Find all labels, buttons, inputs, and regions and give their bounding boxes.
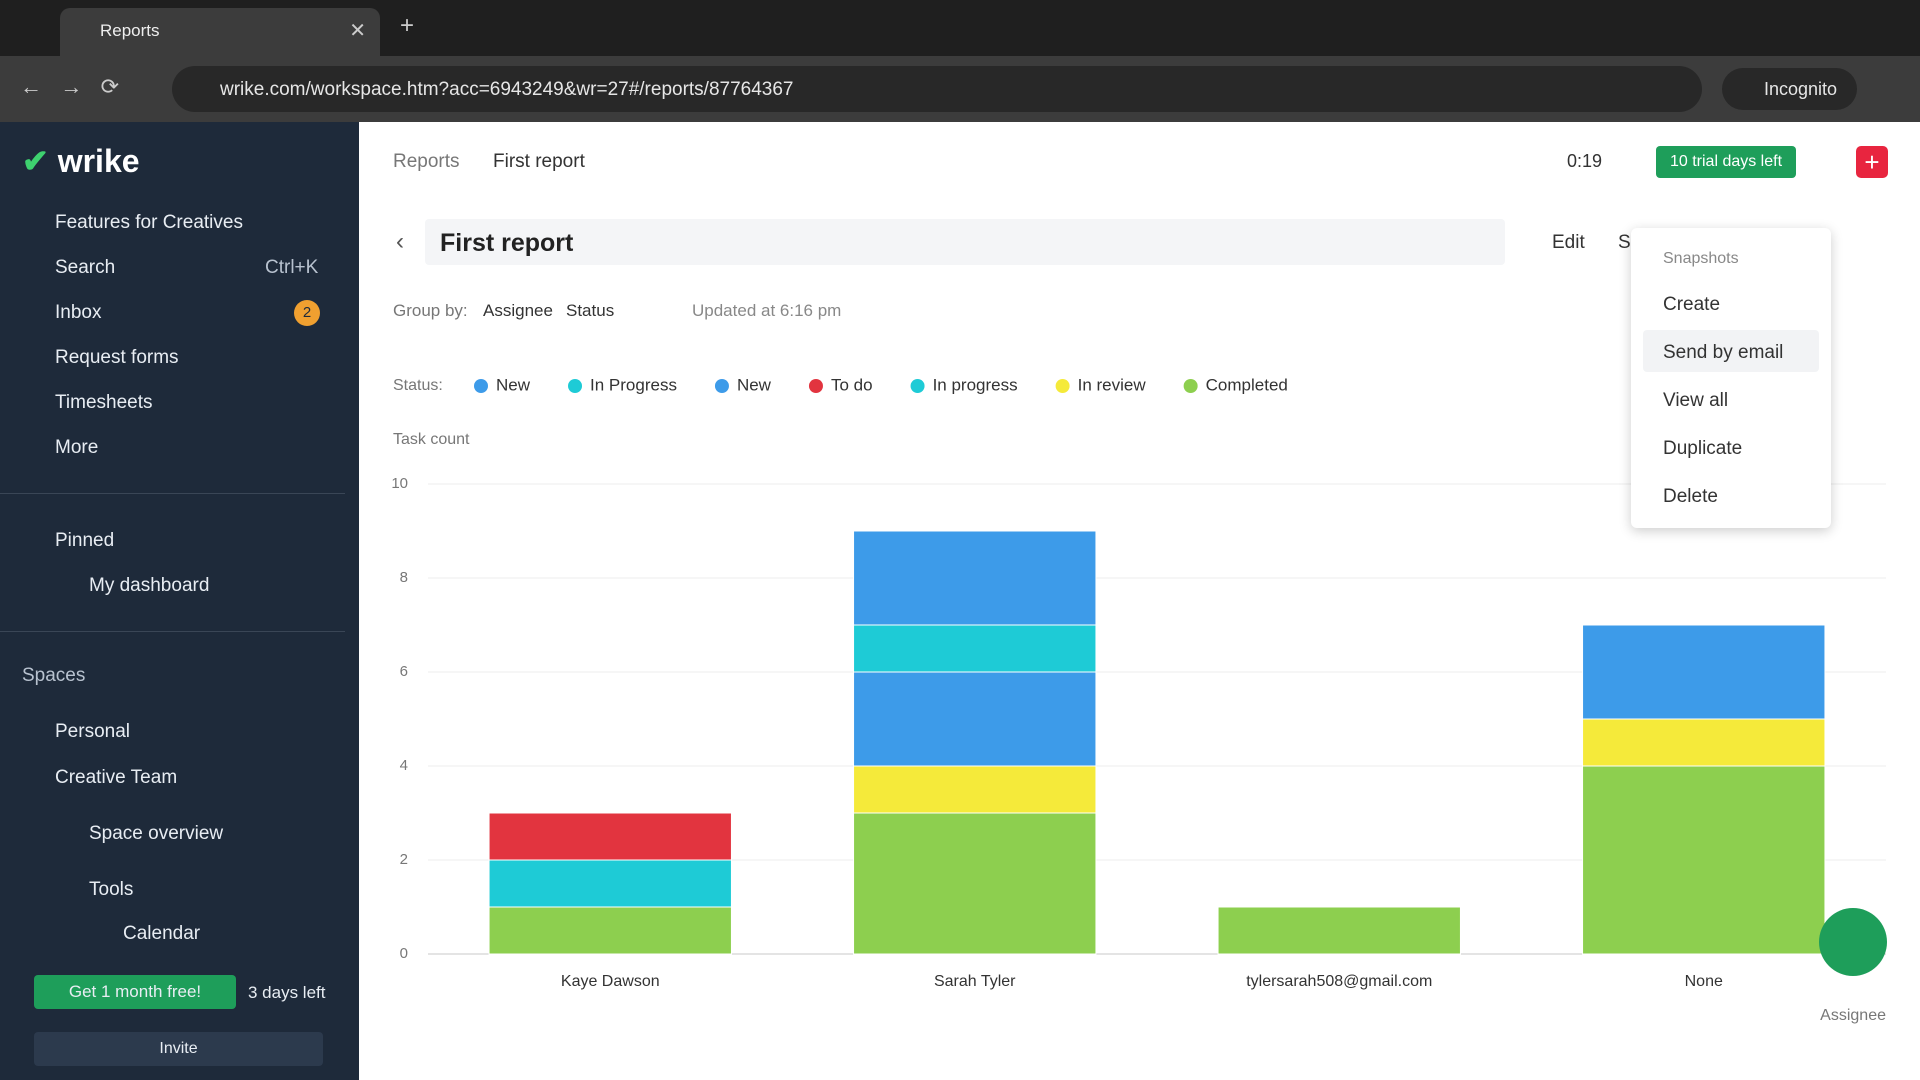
nav-item[interactable]: More bbox=[55, 437, 99, 458]
updated: Updated at 6:16 pm bbox=[692, 301, 842, 320]
y-tick-label: 10 bbox=[391, 475, 408, 492]
section-title[interactable]: Pinned bbox=[55, 530, 115, 551]
legend-swatch bbox=[1055, 379, 1070, 393]
menu-item[interactable]: Delete bbox=[1663, 486, 1718, 507]
menu-item[interactable]: Send by email bbox=[1663, 342, 1784, 363]
chat-button[interactable] bbox=[1819, 908, 1887, 976]
section-title: Spaces bbox=[22, 665, 86, 686]
tab[interactable]: Reports ✕ bbox=[60, 8, 380, 56]
bar-segment bbox=[853, 530, 1097, 626]
bar-segment bbox=[1582, 624, 1826, 720]
promo-button[interactable]: Get 1 month free! bbox=[34, 975, 236, 1009]
new-tab[interactable]: + bbox=[400, 12, 415, 39]
legend-label: New bbox=[496, 375, 531, 394]
space-item[interactable]: Space overview bbox=[89, 823, 224, 844]
x-axis-label: Assignee bbox=[1820, 1007, 1886, 1024]
legend-swatch bbox=[568, 379, 583, 393]
trial-button[interactable]: 10 trial days left bbox=[1656, 146, 1796, 178]
menu-item[interactable]: View all bbox=[1663, 390, 1729, 411]
legend-label: New bbox=[737, 375, 772, 394]
timer[interactable]: 0:19 bbox=[1567, 151, 1603, 171]
x-tick-label: Kaye Dawson bbox=[561, 973, 660, 990]
bar-segment bbox=[1217, 906, 1461, 955]
legend-label: In review bbox=[1078, 375, 1147, 394]
bar-segment bbox=[853, 671, 1097, 767]
bar-segment bbox=[1582, 765, 1826, 955]
chart: Status: New In Progress New To do In progress… bbox=[391, 375, 1886, 1024]
close-icon[interactable]: ✕ bbox=[349, 20, 366, 42]
bar-segment bbox=[853, 765, 1097, 814]
legend-label: In progress bbox=[933, 375, 1018, 394]
legend-label: In Progress bbox=[590, 375, 677, 394]
menu-title: Snapshots bbox=[1663, 250, 1739, 267]
legend-swatch bbox=[808, 379, 823, 393]
tab-button[interactable]: S bbox=[1618, 232, 1631, 253]
legend-swatch bbox=[910, 379, 925, 393]
title-field[interactable]: First report bbox=[425, 219, 1505, 265]
x-tick-label: None bbox=[1685, 973, 1723, 990]
nav-item[interactable]: Features for Creatives bbox=[55, 212, 243, 233]
nav-icons[interactable]: ← → ⟳ bbox=[20, 74, 120, 99]
edit-button[interactable]: Edit bbox=[1552, 232, 1585, 253]
divider bbox=[0, 631, 345, 632]
breadcrumb: First report bbox=[493, 151, 585, 172]
menu-item[interactable]: Create bbox=[1663, 294, 1721, 315]
bar-segment bbox=[488, 859, 732, 908]
x-tick-label: tylersarah508@gmail.com bbox=[1246, 973, 1432, 990]
x-tick-label: Sarah Tyler bbox=[934, 973, 1016, 990]
snapshot-menu: Snapshots Create Send by email View all … bbox=[1631, 228, 1831, 528]
add-button[interactable]: + bbox=[1856, 146, 1888, 178]
nav-item[interactable]: Search bbox=[55, 257, 116, 278]
invite-button[interactable]: Invite bbox=[34, 1032, 323, 1066]
pinned-item[interactable]: My dashboard bbox=[89, 575, 210, 596]
bar-segment bbox=[488, 906, 732, 955]
profile[interactable]: Incognito bbox=[1722, 68, 1857, 110]
legend-label: To do bbox=[831, 375, 873, 394]
bar-segment bbox=[488, 812, 732, 861]
nav-item[interactable]: Request forms bbox=[55, 347, 179, 368]
space-item[interactable]: Calendar bbox=[123, 923, 201, 944]
bar-segment bbox=[853, 812, 1097, 955]
space-item[interactable]: Tools bbox=[89, 879, 134, 900]
legend-label: Completed bbox=[1206, 375, 1288, 394]
y-tick-label: 0 bbox=[400, 945, 408, 962]
tab-title: Reports bbox=[100, 21, 160, 40]
address-bar: ← → ⟳ wrike.com/workspace.htm?acc=694324… bbox=[0, 56, 1920, 122]
tab-bar: Reports ✕ + bbox=[0, 0, 1920, 56]
profile-label: Incognito bbox=[1764, 79, 1838, 99]
back-button[interactable]: ‹ bbox=[396, 228, 404, 255]
nav-item[interactable]: Inbox bbox=[55, 302, 102, 323]
legend-swatch bbox=[1183, 379, 1198, 393]
url-field[interactable]: wrike.com/workspace.htm?acc=6943249&wr=2… bbox=[172, 66, 1702, 112]
group-option[interactable]: Assignee bbox=[483, 301, 553, 320]
bar-segment bbox=[1582, 718, 1826, 767]
legend-swatch bbox=[474, 379, 488, 393]
bar-segment bbox=[853, 624, 1097, 673]
days-left: 3 days left bbox=[248, 983, 326, 1002]
shortcut: Ctrl+K bbox=[265, 257, 319, 278]
y-axis-label: Task count bbox=[393, 431, 470, 448]
hover-bg bbox=[1643, 330, 1819, 372]
logo[interactable]: ✔ wrike bbox=[22, 143, 140, 179]
group-option[interactable]: Status bbox=[566, 301, 615, 320]
y-tick-label: 8 bbox=[400, 569, 408, 586]
breadcrumb[interactable]: Reports bbox=[393, 151, 460, 172]
report-title: First report bbox=[440, 229, 574, 257]
legend-swatch bbox=[714, 379, 729, 393]
menu-item[interactable]: Duplicate bbox=[1663, 438, 1743, 459]
logo-text: wrike bbox=[57, 143, 140, 179]
url: wrike.com/workspace.htm?acc=6943249&wr=2… bbox=[220, 79, 794, 100]
y-tick-label: 2 bbox=[400, 851, 408, 868]
divider bbox=[0, 493, 345, 494]
group-label: Group by: bbox=[393, 301, 468, 320]
badge: 2 bbox=[294, 300, 320, 326]
space[interactable]: Creative Team bbox=[55, 767, 178, 788]
sidebar: ✔ wrike Features for Creatives Search Ct… bbox=[0, 122, 359, 1080]
y-tick-label: 6 bbox=[400, 663, 408, 680]
space[interactable]: Personal bbox=[55, 721, 130, 742]
legend-title: Status: bbox=[393, 377, 443, 394]
y-tick-label: 4 bbox=[400, 757, 408, 774]
nav-item[interactable]: Timesheets bbox=[55, 392, 153, 413]
